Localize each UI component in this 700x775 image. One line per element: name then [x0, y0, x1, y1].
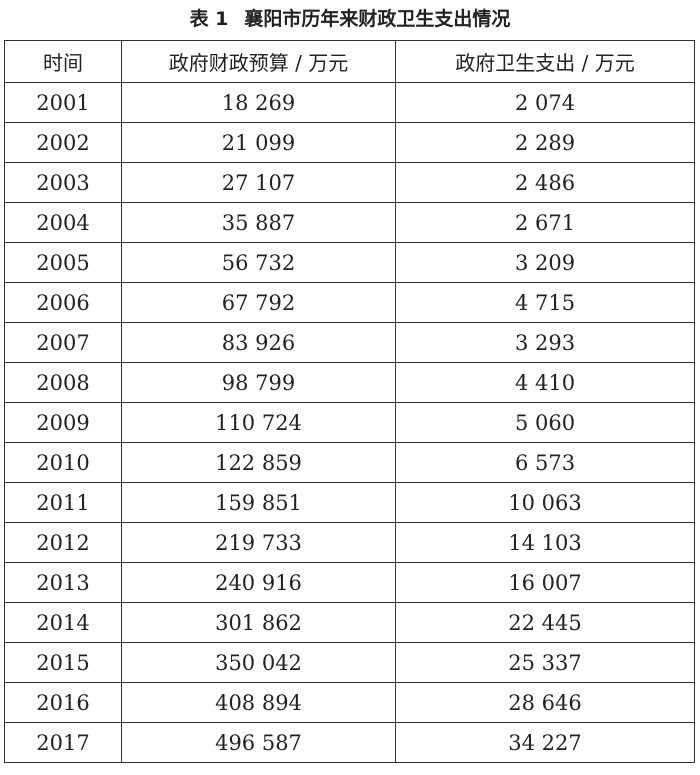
table-cell: 2002: [4, 122, 122, 163]
table-cell: 350 042: [121, 642, 396, 683]
table-row: 2005 56 732 3 209: [4, 242, 695, 283]
table-cell: 3 293: [395, 322, 695, 363]
table-cell: 2011: [4, 482, 122, 523]
table-cell: 110 724: [121, 402, 396, 443]
table-cell: 34 227: [395, 722, 695, 763]
table-cell: 67 792: [121, 282, 396, 323]
table-cell: 21 099: [121, 122, 396, 163]
table-row: 2009 110 724 5 060: [4, 402, 695, 443]
table-cell: 5 060: [395, 402, 695, 443]
table-cell: 240 916: [121, 562, 396, 603]
table-cell: 301 862: [121, 602, 396, 643]
table-cell: 159 851: [121, 482, 396, 523]
table-cell: 2008: [4, 362, 122, 403]
table-cell: 2009: [4, 402, 122, 443]
table-cell: 16 007: [395, 562, 695, 603]
table-row: 2006 67 792 4 715: [4, 282, 695, 323]
table-row: 2011 159 851 10 063: [4, 482, 695, 523]
table-row: 2002 21 099 2 289: [4, 122, 695, 163]
table-cell: 2012: [4, 522, 122, 563]
table-cell: 2013: [4, 562, 122, 603]
table-cell: 2004: [4, 202, 122, 243]
table-cell: 2007: [4, 322, 122, 363]
table-cell: 14 103: [395, 522, 695, 563]
table-row: 2016 408 894 28 646: [4, 682, 695, 723]
table-label: 表 1: [189, 8, 229, 30]
table-cell: 27 107: [121, 162, 396, 203]
header-row: 时间 政府财政预算 / 万元 政府卫生支出 / 万元: [4, 40, 695, 83]
table-cell: 2001: [4, 82, 122, 123]
table-cell: 6 573: [395, 442, 695, 483]
table-cell: 28 646: [395, 682, 695, 723]
table-cell: 2005: [4, 242, 122, 283]
table-row: 2010 122 859 6 573: [4, 442, 695, 483]
table-cell: 2016: [4, 682, 122, 723]
table-row: 2012 219 733 14 103: [4, 522, 695, 563]
table-cell: 2015: [4, 642, 122, 683]
table-row: 2017 496 587 34 227: [4, 722, 695, 763]
table-cell: 2003: [4, 162, 122, 203]
table-row: 2001 18 269 2 074: [4, 82, 695, 123]
table-cell: 4 715: [395, 282, 695, 323]
data-table: 时间 政府财政预算 / 万元 政府卫生支出 / 万元 2001 18 269 2 074…: [4, 40, 695, 763]
table-cell: 2014: [4, 602, 122, 643]
column-header: 政府财政预算 / 万元: [121, 40, 396, 83]
table-caption: 表 1 襄阳市历年来财政卫生支出情况: [0, 2, 700, 36]
table-cell: 2010: [4, 442, 122, 483]
table-title: 襄阳市历年来财政卫生支出情况: [244, 8, 511, 30]
column-header: 政府卫生支出 / 万元: [395, 40, 695, 83]
table-row: 2003 27 107 2 486: [4, 162, 695, 203]
table-cell: 2017: [4, 722, 122, 763]
table-cell: 2 671: [395, 202, 695, 243]
table-cell: 2006: [4, 282, 122, 323]
table-cell: 56 732: [121, 242, 396, 283]
table-cell: 22 445: [395, 602, 695, 643]
table-cell: 219 733: [121, 522, 396, 563]
table-cell: 2 289: [395, 122, 695, 163]
table-body: 2001 18 269 2 074 2002 21 099 2 289 2003 27 107…: [4, 82, 695, 763]
table-row: 2007 83 926 3 293: [4, 322, 695, 363]
table-cell: 98 799: [121, 362, 396, 403]
table-row: 2008 98 799 4 410: [4, 362, 695, 403]
table-row: 2004 35 887 2 671: [4, 202, 695, 243]
table-cell: 2 486: [395, 162, 695, 203]
table-cell: 2 074: [395, 82, 695, 123]
table-cell: 408 894: [121, 682, 396, 723]
table-cell: 10 063: [395, 482, 695, 523]
table-cell: 83 926: [121, 322, 396, 363]
table-cell: 18 269: [121, 82, 396, 123]
table-cell: 3 209: [395, 242, 695, 283]
table-row: 2013 240 916 16 007: [4, 562, 695, 603]
table-row: 2014 301 862 22 445: [4, 602, 695, 643]
table-cell: 4 410: [395, 362, 695, 403]
table-cell: 122 859: [121, 442, 396, 483]
table-cell: 25 337: [395, 642, 695, 683]
table-cell: 35 887: [121, 202, 396, 243]
column-header: 时间: [4, 40, 122, 83]
table-cell: 496 587: [121, 722, 396, 763]
table-row: 2015 350 042 25 337: [4, 642, 695, 683]
